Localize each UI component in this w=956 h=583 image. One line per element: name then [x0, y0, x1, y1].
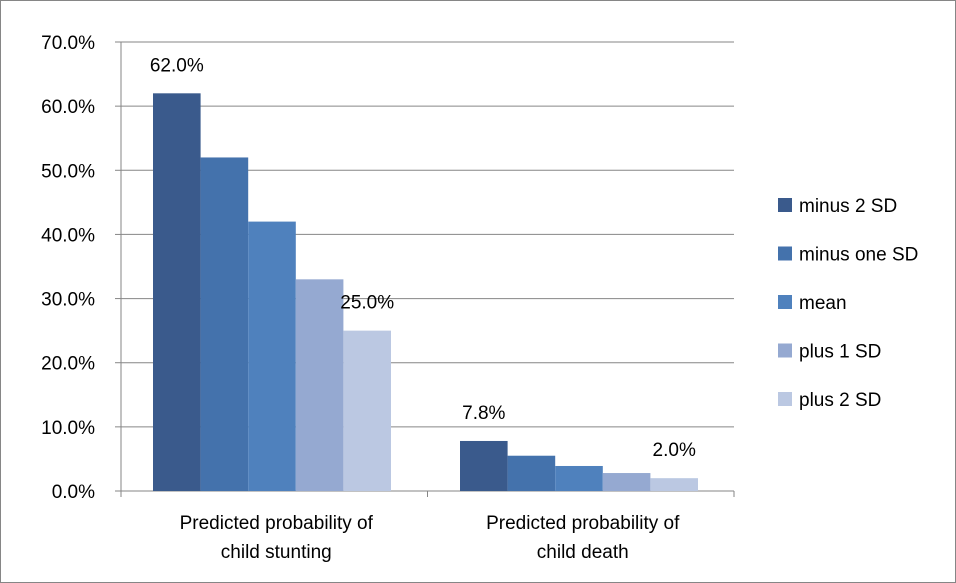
legend-swatch — [778, 295, 792, 309]
bar-plus-1-sd-cat1 — [602, 473, 651, 491]
data-label: 25.0% — [340, 293, 394, 314]
bar-plus-1-sd-cat0 — [295, 279, 344, 491]
bar-minus-2-sd-cat1 — [460, 440, 508, 491]
y-tick-label: 0.0% — [52, 482, 95, 503]
x-category-label: Predicted probability of child death — [486, 513, 680, 563]
y-tick-label: 40.0% — [41, 225, 95, 246]
legend-swatch — [778, 392, 792, 406]
bar-minus-one-sd-cat0 — [200, 157, 249, 491]
bar-mean-cat0 — [248, 221, 296, 491]
y-tick-label: 70.0% — [41, 33, 95, 54]
y-tick-label: 30.0% — [41, 290, 95, 311]
bar-minus-2-sd-cat0 — [153, 93, 201, 492]
x-category-label-line: child stunting — [221, 542, 332, 563]
y-tick-label: 20.0% — [41, 354, 95, 375]
x-category-label: Predicted probability of child stunting — [180, 513, 374, 563]
legend-label: mean — [799, 293, 847, 314]
data-label: 7.8% — [462, 403, 505, 424]
bar-plus-2-sd-cat0 — [343, 330, 391, 491]
x-category-label-line: Predicted probability of — [486, 513, 680, 534]
x-category-label-line: child death — [537, 542, 629, 563]
y-tick-label: 10.0% — [41, 418, 95, 439]
legend-label: plus 1 SD — [799, 342, 881, 363]
y-tick-label: 60.0% — [41, 97, 95, 118]
data-label: 2.0% — [653, 440, 696, 461]
data-label: 62.0% — [150, 55, 204, 76]
bar-plus-2-sd-cat1 — [650, 478, 698, 491]
bar-mean-cat1 — [555, 465, 603, 491]
legend-swatch — [778, 198, 792, 212]
legend-label: plus 2 SD — [799, 390, 881, 411]
x-category-label-line: Predicted probability of — [180, 513, 374, 534]
bar-minus-one-sd-cat1 — [507, 455, 556, 491]
legend-label: minus 2 SD — [799, 196, 897, 217]
legend-label: minus one SD — [799, 245, 918, 266]
legend-swatch — [778, 246, 792, 261]
y-tick-label: 50.0% — [41, 161, 95, 182]
legend-swatch — [778, 343, 792, 358]
